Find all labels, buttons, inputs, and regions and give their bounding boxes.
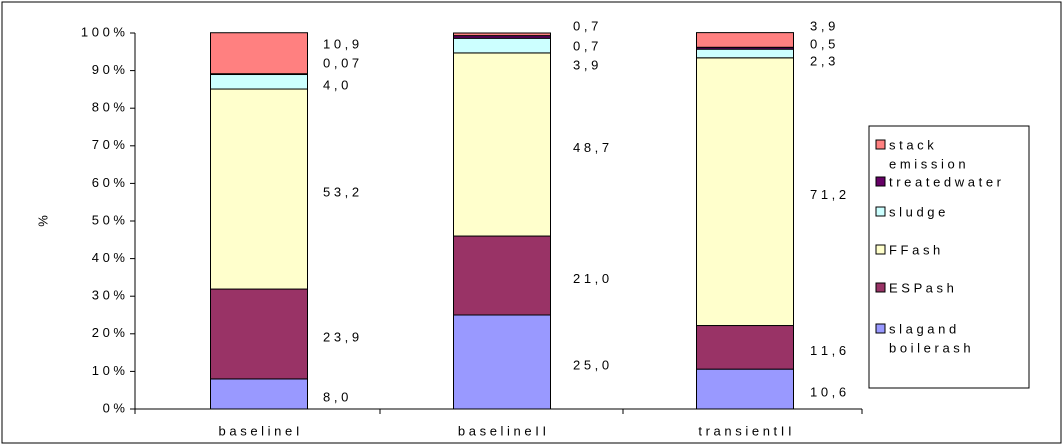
- data-label: 0 , 7: [573, 18, 598, 33]
- data-label: 1 1 , 6: [810, 343, 846, 358]
- y-tick-label: 0 %: [103, 400, 126, 415]
- bar-segment: [696, 368, 794, 410]
- y-tick-label: 2 0 %: [92, 325, 126, 340]
- y-tick-label: 4 0 %: [92, 250, 126, 265]
- legend-label: E S P a s h: [889, 280, 954, 295]
- bar-segment: [210, 73, 308, 90]
- bar-segment: [696, 325, 794, 370]
- bar-segment: [453, 314, 551, 410]
- bar-segment: [210, 32, 308, 75]
- bar-segment: [696, 32, 794, 48]
- bar-segment: [453, 37, 551, 54]
- y-tick-label: 1 0 %: [92, 363, 126, 378]
- bar-segment: [696, 57, 794, 327]
- bar-segment: [210, 378, 308, 410]
- legend-label: t r e a t e d w a t e r: [889, 174, 1002, 189]
- y-axis-title: %: [35, 215, 50, 227]
- bar-segment: [210, 288, 308, 380]
- legend-label: s l u d g e: [889, 204, 945, 219]
- data-label: 0 , 0 7: [323, 55, 359, 70]
- data-label: 2 , 3: [810, 53, 835, 68]
- bar-segment: [453, 235, 551, 316]
- legend-label: e m i s s i o n: [889, 156, 966, 171]
- data-label: 2 3 , 9: [323, 329, 359, 344]
- legend-box: [868, 125, 1030, 389]
- x-category-label: t r a n s i e n t I I: [698, 423, 791, 438]
- data-label: 8 , 0: [323, 389, 348, 404]
- data-label: 3 , 9: [810, 18, 835, 33]
- data-label: 0 , 5: [810, 36, 835, 51]
- data-label: 4 , 0: [323, 77, 348, 92]
- legend-swatch: [875, 139, 886, 150]
- data-label: 2 5 , 0: [573, 357, 609, 372]
- legend-swatch: [875, 176, 886, 187]
- legend-label: b o i l e r a s h: [889, 340, 971, 355]
- data-label: 1 0 , 9: [323, 36, 359, 51]
- data-label: 3 , 9: [573, 57, 598, 72]
- x-category-label: b a s e l i n e I I: [458, 423, 546, 438]
- y-tick-label: 3 0 %: [92, 288, 126, 303]
- data-label: 4 8 , 7: [573, 140, 609, 155]
- legend-swatch: [875, 206, 886, 217]
- y-tick-label: 9 0 %: [92, 62, 126, 77]
- bar-segment: [453, 52, 551, 237]
- x-category-label: b a s e l i n e I: [219, 423, 300, 438]
- legend-swatch: [875, 244, 886, 255]
- bar-segment: [696, 48, 794, 59]
- legend-swatch: [875, 282, 886, 293]
- y-tick-label: 6 0 %: [92, 175, 126, 190]
- data-label: 1 0 , 6: [810, 385, 846, 400]
- legend-swatch: [875, 323, 886, 334]
- data-label: 0 , 7: [573, 38, 598, 53]
- data-label: 2 1 , 0: [573, 271, 609, 286]
- data-label: 7 1 , 2: [810, 187, 846, 202]
- bar-segment: [210, 88, 308, 290]
- legend-label: F F a s h: [889, 242, 940, 257]
- y-tick-label: 7 0 %: [92, 137, 126, 152]
- y-tick-label: 1 0 0 %: [81, 24, 126, 39]
- y-tick-label: 5 0 %: [92, 212, 126, 227]
- legend-label: s l a g a n d: [889, 321, 956, 336]
- bar-segment: [453, 32, 551, 37]
- y-tick-label: 8 0 %: [92, 100, 126, 115]
- data-label: 5 3 , 2: [323, 184, 359, 199]
- legend-label: s t a c k: [889, 137, 934, 152]
